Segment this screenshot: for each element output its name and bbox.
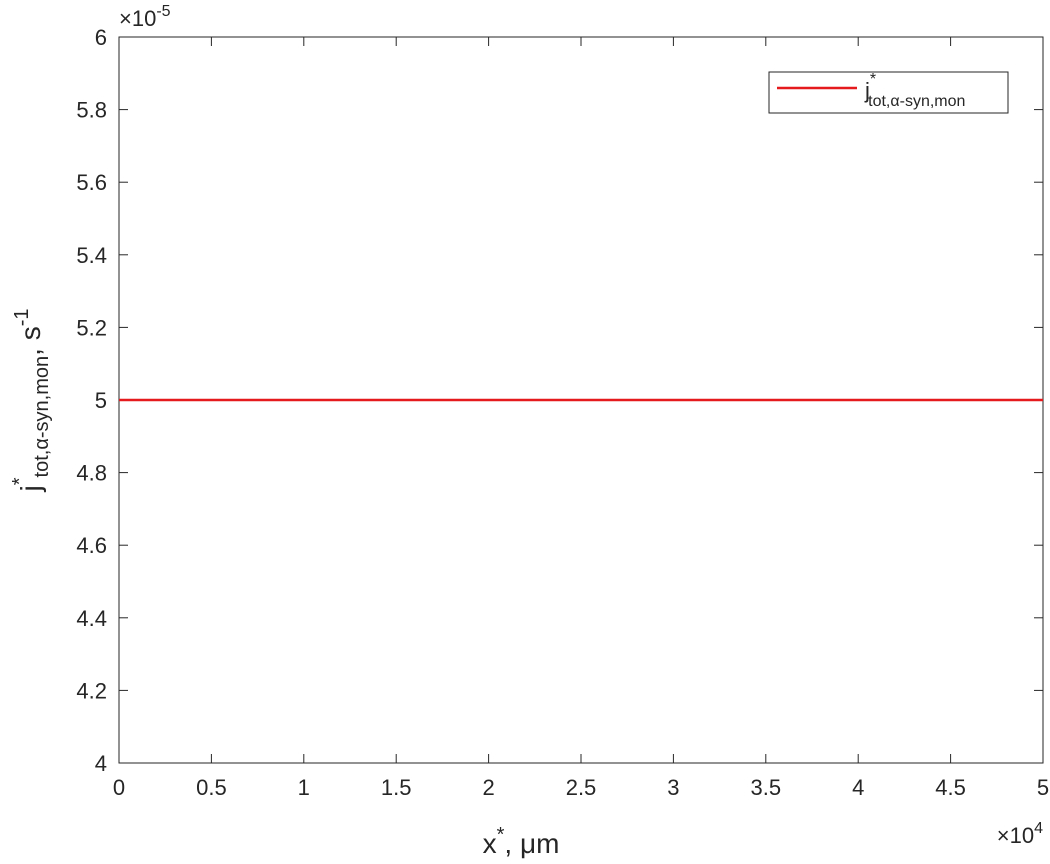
multiplier-exponent: 4: [1034, 820, 1043, 837]
y-tick-label: 5.6: [76, 170, 107, 195]
y-tick-label: 5.2: [76, 315, 107, 340]
x-tick-label: 3.5: [751, 775, 782, 800]
y-tick-label: 4.4: [76, 606, 107, 631]
y-tick-label: 4.6: [76, 533, 107, 558]
legend-part: *: [870, 71, 876, 88]
x-multiplier: ×104: [997, 820, 1043, 848]
legend-part: j: [864, 78, 870, 103]
multiplier-exponent: -5: [156, 3, 170, 20]
x-tick-label: 4.5: [935, 775, 966, 800]
label-part: x: [483, 828, 497, 859]
y-multiplier: ×10-5: [119, 3, 171, 31]
x-tick-label: 4: [852, 775, 864, 800]
y-tick-label: 5: [95, 388, 107, 413]
label-part: j: [15, 485, 46, 492]
x-tick-label: 3: [667, 775, 679, 800]
label-part: *: [497, 824, 505, 846]
x-tick-label: 5: [1037, 775, 1049, 800]
label-part: -1: [11, 309, 33, 327]
y-tick-label: 5.8: [76, 98, 107, 123]
legend-box: [768, 71, 1009, 114]
label-part: tot,α-syn,mon: [31, 356, 53, 478]
x-tick-label: 2.5: [566, 775, 597, 800]
y-axis-label: j*tot,α-syn,mon, s-1: [9, 309, 53, 493]
label-part: *: [9, 477, 31, 485]
x-tick-label: 0: [113, 775, 125, 800]
x-axis-label: x*, μm: [483, 824, 560, 859]
y-tick-label: 6: [95, 25, 107, 50]
x-tick-label: 0.5: [196, 775, 227, 800]
multiplier-base: ×10: [997, 823, 1034, 848]
x-tick-label: 1: [298, 775, 310, 800]
y-tick-label: 4.2: [76, 678, 107, 703]
x-tick-label: 2: [482, 775, 494, 800]
multiplier-base: ×10: [119, 6, 156, 31]
y-tick-label: 4.8: [76, 461, 107, 486]
legend-part: tot,α-syn,mon: [868, 93, 965, 110]
y-tick-label: 4: [95, 751, 107, 776]
legend-entry: j* tot,α-syn,mon: [864, 71, 965, 110]
y-tick-label: 5.4: [76, 243, 107, 268]
x-tick-label: 1.5: [381, 775, 412, 800]
label-part: , s: [15, 326, 46, 356]
label-part: , μm: [504, 828, 559, 859]
